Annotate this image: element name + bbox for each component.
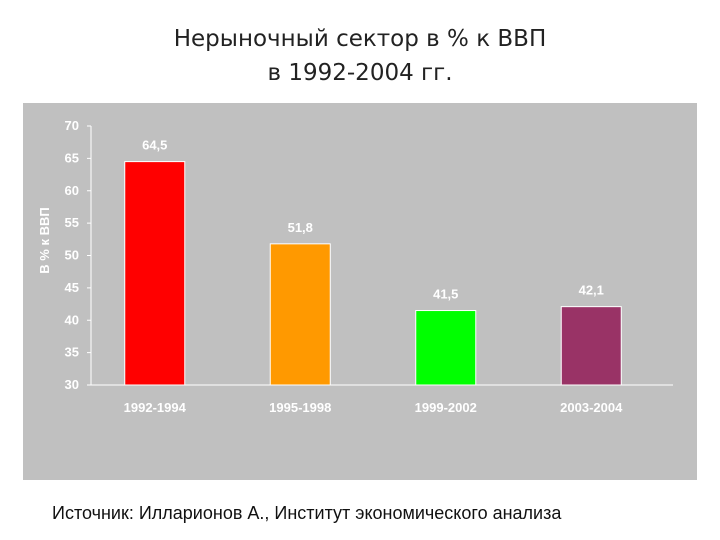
bar-chart: 30 35 40 45 50 55 60 65 70 В % к ВВП 64,5 1992-1994…	[37, 118, 673, 415]
y-tick-label: 65	[65, 150, 79, 165]
slide-title: Нерыночный сектор в % к ВВП в 1992-2004 …	[0, 22, 720, 90]
y-tick-label: 45	[65, 280, 79, 295]
bar-1995-1998	[269, 243, 331, 386]
bar-2003-2004	[560, 306, 622, 386]
bar-value-label: 64,5	[142, 138, 167, 153]
bar-value-label: 42,1	[579, 283, 604, 298]
title-line-1: Нерыночный сектор в % к ВВП	[173, 26, 547, 52]
y-tick-label: 60	[65, 183, 79, 198]
x-tick-label: 1995-1998	[269, 400, 331, 415]
bar-1992-1994	[124, 161, 186, 386]
y-axis-label: В % к ВВП	[37, 207, 52, 273]
y-tick-label: 40	[65, 312, 79, 327]
y-tick-label: 35	[65, 345, 79, 360]
title-line-2: в 1992-2004 гг.	[267, 60, 453, 86]
y-tick-label: 70	[65, 118, 79, 133]
bar-value-label: 41,5	[433, 287, 458, 302]
y-tick-label: 30	[65, 377, 79, 392]
bar-1999-2002	[415, 310, 477, 386]
bar-value-label: 51,8	[288, 220, 313, 235]
x-tick-label: 1992-1994	[124, 400, 187, 415]
x-tick-label: 2003-2004	[560, 400, 623, 415]
x-tick-label: 1999-2002	[415, 400, 477, 415]
y-tick-label: 50	[65, 248, 79, 263]
y-tick-label: 55	[65, 215, 79, 230]
source-note: Источник: Илларионов А., Институт эконом…	[52, 503, 562, 523]
chart-panel: 30 35 40 45 50 55 60 65 70 В % к ВВП 64,5 1992-1994…	[23, 103, 697, 480]
